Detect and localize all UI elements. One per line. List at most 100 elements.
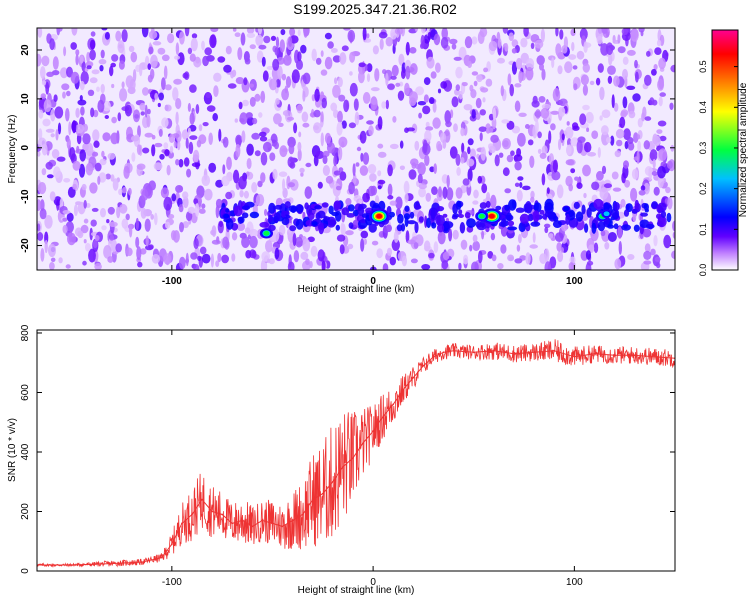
noise-blob bbox=[422, 139, 428, 154]
noise-blob bbox=[537, 148, 542, 154]
band-blob bbox=[643, 203, 650, 211]
noise-blob bbox=[117, 112, 122, 122]
band-blob bbox=[607, 224, 615, 229]
noise-blob bbox=[401, 255, 407, 267]
band-blob bbox=[347, 204, 355, 212]
noise-blob bbox=[576, 139, 583, 154]
noise-blob bbox=[377, 170, 382, 177]
band-blob bbox=[651, 201, 658, 209]
snr-point bbox=[291, 519, 294, 522]
noise-blob bbox=[246, 143, 254, 156]
noise-blob bbox=[372, 45, 379, 55]
noise-blob bbox=[123, 165, 130, 179]
noise-blob bbox=[360, 238, 365, 252]
noise-blob bbox=[353, 98, 359, 111]
noise-blob bbox=[218, 128, 222, 142]
noise-blob bbox=[118, 188, 123, 196]
noise-blob bbox=[504, 188, 512, 194]
noise-blob bbox=[278, 122, 284, 127]
noise-blob bbox=[360, 152, 364, 162]
noise-blob bbox=[49, 38, 55, 51]
noise-blob bbox=[108, 221, 118, 227]
noise-blob bbox=[551, 57, 555, 69]
noise-blob bbox=[555, 43, 562, 57]
noise-blob bbox=[71, 28, 78, 36]
noise-blob bbox=[626, 85, 636, 91]
band-blob bbox=[295, 218, 304, 230]
noise-blob bbox=[408, 28, 418, 34]
noise-blob bbox=[194, 203, 200, 217]
noise-blob bbox=[333, 155, 338, 167]
noise-blob bbox=[195, 104, 200, 114]
noise-blob bbox=[157, 47, 166, 55]
noise-blob bbox=[147, 63, 152, 70]
noise-blob bbox=[552, 88, 561, 102]
noise-blob bbox=[227, 83, 237, 89]
noise-blob bbox=[57, 122, 62, 135]
band-blob bbox=[404, 205, 410, 212]
spectral-peak bbox=[221, 212, 231, 220]
noise-blob bbox=[548, 233, 554, 239]
noise-blob bbox=[644, 243, 651, 253]
noise-blob bbox=[544, 226, 549, 234]
noise-blob bbox=[182, 191, 189, 199]
noise-blob bbox=[246, 28, 255, 34]
noise-blob bbox=[418, 112, 422, 119]
noise-blob bbox=[589, 80, 595, 86]
noise-blob bbox=[110, 132, 119, 145]
noise-blob bbox=[292, 233, 297, 246]
noise-blob bbox=[50, 109, 56, 122]
noise-blob bbox=[672, 231, 675, 239]
band-blob bbox=[452, 203, 458, 215]
noise-blob bbox=[477, 31, 485, 44]
snr-point bbox=[241, 519, 244, 522]
noise-blob bbox=[338, 94, 346, 102]
noise-blob bbox=[502, 167, 510, 177]
noise-blob bbox=[154, 212, 158, 226]
noise-blob bbox=[395, 196, 403, 210]
noise-blob bbox=[282, 110, 292, 117]
noise-blob bbox=[178, 256, 186, 270]
snr-point bbox=[513, 352, 515, 355]
noise-blob bbox=[541, 103, 551, 110]
snr-point bbox=[553, 349, 556, 352]
noise-blob bbox=[334, 77, 338, 85]
noise-blob bbox=[183, 157, 190, 167]
noise-blob bbox=[640, 185, 646, 191]
noise-blob bbox=[262, 141, 272, 153]
noise-blob bbox=[572, 125, 580, 131]
noise-blob bbox=[539, 63, 544, 71]
noise-blob bbox=[320, 69, 328, 76]
noise-blob bbox=[490, 232, 496, 241]
noise-blob bbox=[497, 38, 502, 49]
noise-blob bbox=[151, 134, 156, 140]
spectral-peak bbox=[631, 208, 638, 214]
noise-blob bbox=[118, 60, 125, 70]
noise-blob bbox=[405, 230, 410, 244]
noise-blob bbox=[421, 264, 431, 270]
band-blob bbox=[386, 206, 392, 215]
noise-blob bbox=[238, 175, 247, 190]
noise-blob bbox=[336, 121, 343, 136]
noise-blob bbox=[356, 146, 362, 152]
band-blob bbox=[575, 211, 584, 222]
noise-blob bbox=[71, 120, 77, 134]
noise-blob bbox=[90, 107, 95, 118]
noise-blob bbox=[270, 228, 280, 243]
band-blob bbox=[459, 222, 466, 234]
snr-point bbox=[160, 556, 163, 559]
noise-blob bbox=[622, 68, 628, 80]
noise-blob bbox=[525, 58, 535, 70]
noise-blob bbox=[148, 244, 154, 250]
noise-blob bbox=[37, 53, 42, 67]
noise-blob bbox=[472, 240, 481, 252]
noise-blob bbox=[144, 132, 154, 138]
band-blob bbox=[348, 222, 354, 229]
noise-blob bbox=[418, 187, 426, 198]
noise-blob bbox=[62, 217, 68, 222]
noise-blob bbox=[68, 121, 72, 136]
noise-blob bbox=[566, 121, 570, 126]
band-blob bbox=[519, 213, 530, 224]
band-blob bbox=[593, 198, 604, 210]
